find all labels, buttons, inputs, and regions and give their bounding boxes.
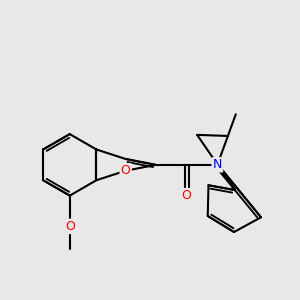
Text: O: O — [182, 189, 191, 202]
Text: N: N — [213, 158, 222, 171]
Text: O: O — [65, 220, 75, 233]
Text: O: O — [121, 164, 130, 177]
